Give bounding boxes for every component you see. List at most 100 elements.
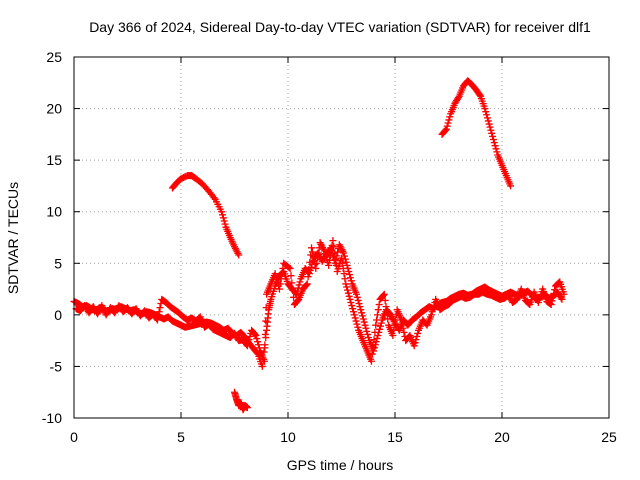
data-point — [332, 255, 340, 263]
data-point — [262, 317, 270, 325]
data-point — [279, 264, 287, 272]
data-point — [389, 331, 397, 339]
data-point — [352, 290, 360, 298]
data-point — [330, 243, 338, 251]
data-point — [362, 324, 370, 332]
data-point — [371, 328, 379, 336]
data-point — [156, 304, 164, 312]
data-point — [285, 263, 293, 271]
data-point — [341, 275, 349, 283]
y-tick-label: 15 — [46, 152, 62, 168]
data-point — [302, 281, 310, 289]
data-point — [483, 114, 491, 122]
data-point — [367, 357, 375, 365]
data-point — [309, 252, 317, 260]
plot-frame — [73, 56, 610, 419]
y-tick-label: -10 — [42, 410, 62, 426]
y-tick-label: 0 — [54, 307, 62, 323]
data-point — [271, 270, 279, 278]
data-point — [410, 342, 418, 350]
data-point — [293, 290, 301, 298]
y-tick-label: 25 — [46, 49, 62, 65]
y-axis-label: SDTVAR / TECUs — [5, 182, 21, 294]
data-point — [481, 105, 489, 113]
data-point — [345, 268, 353, 276]
data-point — [489, 132, 497, 140]
data-point — [308, 244, 316, 252]
data-point — [445, 116, 453, 124]
data-point — [155, 308, 163, 316]
data-point — [342, 280, 350, 288]
data-point — [312, 264, 320, 272]
data-point — [343, 261, 351, 269]
data-point — [313, 259, 321, 267]
data-point — [376, 322, 384, 330]
data-point — [290, 293, 298, 301]
data-point — [373, 335, 381, 343]
data-point — [325, 261, 333, 269]
data-point — [547, 301, 555, 309]
data-point — [373, 311, 381, 319]
data-point — [364, 334, 372, 342]
data-point — [442, 126, 450, 134]
data-point — [348, 302, 356, 310]
series-arc-evening-high — [168, 172, 243, 259]
data-point — [272, 273, 280, 281]
data-point — [374, 331, 382, 339]
data-point — [296, 278, 304, 286]
data-point — [550, 289, 558, 297]
data-point — [414, 329, 422, 337]
data-point — [391, 316, 399, 324]
data-point — [391, 321, 399, 329]
data-point — [275, 285, 283, 293]
data-point — [492, 145, 500, 153]
data-point — [493, 148, 501, 156]
data-point — [346, 274, 354, 282]
data-point — [361, 321, 369, 329]
data-point — [303, 280, 311, 288]
data-point — [314, 254, 322, 262]
data-point — [548, 297, 556, 305]
data-point — [507, 182, 515, 190]
data-point — [398, 320, 406, 328]
data-point — [243, 404, 251, 412]
data-point — [357, 306, 365, 314]
data-point — [370, 336, 378, 344]
data-point — [347, 298, 355, 306]
data-point — [306, 267, 314, 275]
data-point — [383, 309, 391, 317]
data-point — [339, 264, 347, 272]
data-point — [343, 283, 351, 291]
data-point — [338, 259, 346, 267]
data-point — [364, 330, 372, 338]
data-point — [379, 291, 387, 299]
data-point — [346, 295, 354, 303]
data-point — [363, 327, 371, 335]
data-point — [154, 312, 162, 320]
data-point — [339, 247, 347, 255]
data-point — [353, 293, 361, 301]
data-point — [262, 304, 270, 312]
data-point — [278, 270, 286, 278]
data-point — [356, 303, 364, 311]
data-point — [354, 323, 362, 331]
data-point — [261, 344, 269, 352]
data-point — [252, 331, 260, 339]
data-point — [261, 330, 269, 338]
data-point — [345, 292, 353, 300]
data-point — [484, 117, 492, 125]
data-point — [253, 335, 261, 343]
data-point — [340, 249, 348, 257]
data-point — [551, 286, 559, 294]
data-point — [254, 341, 262, 349]
data-point — [347, 277, 355, 285]
data-point — [314, 249, 322, 257]
data-point — [220, 217, 228, 225]
data-point — [308, 248, 316, 256]
data-point — [352, 317, 360, 325]
data-point — [355, 300, 363, 308]
data-point — [443, 122, 451, 130]
y-tick-label: 5 — [54, 255, 62, 271]
data-point — [344, 289, 352, 297]
x-axis-label: GPS time / hours — [287, 457, 394, 473]
